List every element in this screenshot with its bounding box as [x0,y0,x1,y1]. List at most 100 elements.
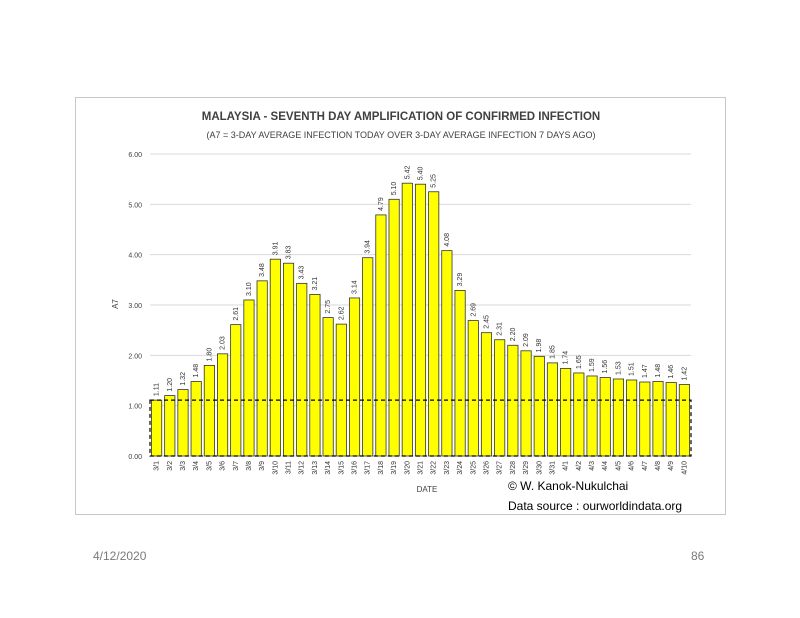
bar [256,280,268,457]
bar [652,381,664,457]
bar [586,375,598,457]
bar [520,350,532,457]
bar [494,339,506,457]
bar [388,198,400,457]
data-label: 2.75 [325,300,332,314]
y-tick-label: 5.00 [128,202,142,209]
bar [626,379,638,457]
data-label: 1.53 [615,361,622,375]
data-label: 1.47 [642,364,649,378]
slide-date: 4/12/2020 [93,549,147,563]
bar [190,381,202,457]
bar [230,324,242,457]
data-source-annotation: Data source : ourworldindata.org [508,499,682,513]
bar [362,257,374,457]
data-label: 5.42 [404,165,411,179]
bars [151,182,690,457]
y-tick-label: 2.00 [128,353,142,360]
bar [480,332,493,457]
data-label: 2.69 [470,303,477,317]
reference-box [149,399,692,457]
data-label: 1.42 [681,367,688,381]
data-label: 1.20 [167,378,174,392]
data-label: 1.46 [668,365,675,379]
x-tick-label: 3/28 [510,461,517,475]
x-tick-label: 3/1 [154,461,161,471]
data-label: 3.29 [457,273,464,287]
data-label: 2.31 [497,322,504,336]
data-label: 2.09 [523,333,530,347]
bar [348,297,361,457]
bar [612,378,624,457]
bar [428,191,440,457]
x-tick-label: 3/26 [483,461,490,475]
data-label: 3.10 [246,282,253,296]
x-tick-label: 3/12 [299,461,306,475]
x-tick-label: 4/8 [655,461,662,471]
data-label: 5.25 [431,174,438,188]
data-label: 1.65 [576,355,583,369]
y-tick-label: 1.00 [128,404,142,411]
credit-annotation: © W. Kanok-Nukulchai [508,479,628,493]
data-label: 2.20 [510,328,517,342]
y-tick-label: 3.00 [128,303,142,310]
bar [665,382,677,457]
x-tick-label: 3/10 [272,461,279,475]
bar [546,362,558,457]
x-tick-label: 3/3 [180,461,187,471]
bar [335,323,347,457]
data-label: 1.80 [206,348,213,362]
data-label: 4.08 [444,233,451,247]
x-tick-label: 3/22 [431,461,438,475]
bar [217,353,229,457]
bar [599,377,611,457]
x-tick-label: 4/10 [681,461,688,475]
data-label: 2.62 [338,306,345,320]
x-tick-label: 3/16 [352,461,359,475]
data-label: 1.56 [602,360,609,374]
data-label: 3.14 [352,280,359,294]
data-label: 1.85 [549,345,556,359]
data-label: 3.21 [312,277,319,291]
data-label: 4.79 [378,197,385,211]
bar [375,214,387,457]
data-label: 1.11 [154,383,161,396]
x-tick-label: 3/5 [206,461,213,471]
y-tick-labels: 0.00 1.00 2.00 3.00 4.00 5.00 6.00 [128,152,142,461]
x-tick-label: 3/15 [338,461,345,475]
chart-title: MALAYSIA - SEVENTH DAY AMPLIFICATION OF … [202,111,600,123]
data-label: 3.48 [259,263,266,277]
x-tick-label: 3/19 [391,461,398,475]
bar [560,368,572,457]
x-tick-label: 4/9 [668,461,675,471]
bar [454,290,466,457]
x-tick-label: 4/5 [615,461,622,471]
data-label: 1.59 [589,358,596,372]
x-tick-label: 3/14 [325,461,332,475]
x-tick-label: 3/24 [457,461,464,475]
bar [573,372,585,457]
x-tick-label: 3/30 [536,461,543,475]
bar [533,355,545,457]
x-tick-label: 3/20 [404,461,411,475]
bar-chart: MALAYSIA - SEVENTH DAY AMPLIFICATION OF … [111,111,692,513]
bar [283,262,295,457]
chart-subtitle: (A7 = 3-DAY AVERAGE INFECTION TODAY OVER… [206,130,595,140]
bar [678,384,690,457]
x-tick-label: 3/23 [444,461,451,475]
chart-frame: MALAYSIA - SEVENTH DAY AMPLIFICATION OF … [75,97,726,515]
bar [322,317,334,457]
x-tick-label: 3/6 [220,461,227,471]
x-tick-label: 4/3 [589,461,596,471]
x-tick-label: 3/27 [497,461,504,475]
x-tick-label: 3/4 [193,461,200,471]
x-tick-label: 3/11 [286,461,293,474]
data-label: 1.98 [536,339,543,353]
x-tick-label: 3/2 [167,461,174,471]
data-label: 2.61 [233,307,240,321]
reference-box-layer [149,399,692,457]
data-label: 3.83 [286,245,293,259]
x-tick-label: 4/6 [629,461,636,471]
bar [269,258,281,457]
x-axis-label: DATE [417,485,438,494]
